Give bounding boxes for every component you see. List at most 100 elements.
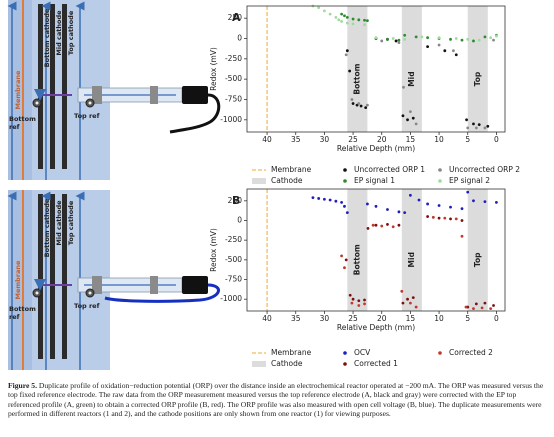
cathode-span xyxy=(401,6,422,132)
x-tick-label: 25 xyxy=(348,314,358,323)
data-point xyxy=(437,216,441,220)
legend-marker xyxy=(343,351,347,355)
cathode-label: Bottom xyxy=(352,244,361,275)
x-tick-label: 0 xyxy=(494,314,499,323)
data-point xyxy=(363,302,366,306)
data-point xyxy=(386,208,389,211)
data-point xyxy=(334,199,338,203)
data-point xyxy=(340,20,343,23)
data-point xyxy=(409,110,412,114)
cathode-label: Mid cathode xyxy=(55,10,63,56)
data-point xyxy=(414,305,418,309)
cathode-label: Top xyxy=(473,71,482,86)
legend-label: Cathode xyxy=(271,359,303,368)
ref-label: ref xyxy=(9,313,20,321)
data-point xyxy=(343,266,346,270)
data-point xyxy=(483,126,487,130)
x-tick-label: 20 xyxy=(377,314,387,323)
data-point xyxy=(397,38,401,42)
data-point xyxy=(334,15,338,19)
data-point xyxy=(454,37,458,40)
panel-letter: A xyxy=(232,11,241,24)
data-point xyxy=(343,14,346,18)
legend: Membrane Cathode Uncorrected ORP 1 EP signa… xyxy=(252,165,520,185)
legend-label: Cathode xyxy=(271,176,303,185)
ref-label: Top ref xyxy=(74,112,100,120)
data-point xyxy=(443,216,447,220)
y-tick-label: -1000 xyxy=(220,115,242,124)
cathode-label: Mid cathode xyxy=(55,200,63,246)
data-point xyxy=(465,118,468,122)
data-point xyxy=(345,21,349,25)
data-point xyxy=(409,301,412,305)
data-point xyxy=(357,18,361,22)
data-point xyxy=(474,126,478,130)
legend-label: Corrected 1 xyxy=(354,359,398,368)
data-point xyxy=(460,234,464,238)
data-point xyxy=(414,35,418,39)
data-point xyxy=(489,36,493,40)
y-axis-label: Redox (mV) xyxy=(209,47,218,91)
data-point xyxy=(371,223,375,227)
data-point xyxy=(366,226,370,230)
data-point xyxy=(394,39,398,43)
cathode-label: Bottom xyxy=(352,63,361,94)
data-point xyxy=(492,38,495,42)
data-point xyxy=(374,36,378,40)
caption-label: Figure 5. xyxy=(8,381,37,390)
data-point xyxy=(406,297,409,301)
data-point xyxy=(350,301,354,305)
plot-frame xyxy=(246,5,506,133)
y-tick-label: -250 xyxy=(225,54,242,63)
x-tick-label: 5 xyxy=(465,314,470,323)
data-point xyxy=(397,223,401,227)
data-point xyxy=(472,122,475,126)
legend-cathode xyxy=(252,361,266,367)
data-point xyxy=(363,23,366,27)
ref-label: Top ref xyxy=(74,302,100,310)
membrane-label: Membrane xyxy=(14,260,22,300)
data-point xyxy=(449,37,452,41)
data-point xyxy=(380,224,384,228)
legend-label: Membrane xyxy=(271,165,312,174)
plot-frame xyxy=(246,188,506,312)
x-tick-label: 0 xyxy=(494,135,499,144)
x-tick-label: 35 xyxy=(291,135,301,144)
y-tick-label: -750 xyxy=(225,94,242,103)
data-point xyxy=(403,33,407,37)
ref-label: Bottom xyxy=(9,305,36,313)
data-point xyxy=(452,49,455,53)
data-point xyxy=(366,19,369,23)
data-point xyxy=(351,17,355,21)
legend-label: EP signal 2 xyxy=(449,176,490,185)
ref-label: Bottom xyxy=(9,115,36,123)
cathode-span xyxy=(467,6,488,132)
data-point xyxy=(386,37,389,41)
data-point xyxy=(340,12,343,16)
data-point xyxy=(343,204,346,208)
data-point xyxy=(486,124,490,128)
data-point xyxy=(449,217,452,221)
y-tick-label: 250 xyxy=(228,13,243,22)
legend-label: Uncorrected ORP 1 xyxy=(354,165,425,174)
data-point xyxy=(391,225,395,229)
data-point xyxy=(409,193,412,197)
data-point xyxy=(401,114,405,118)
data-point xyxy=(400,289,404,293)
data-point xyxy=(426,202,429,206)
legend-marker xyxy=(343,168,347,172)
data-point xyxy=(344,53,348,57)
data-point xyxy=(344,258,348,262)
data-point xyxy=(417,198,421,202)
data-point xyxy=(328,12,332,16)
data-point xyxy=(480,306,484,310)
data-point xyxy=(340,254,343,258)
data-point xyxy=(363,18,366,22)
data-point xyxy=(483,200,487,203)
data-point xyxy=(357,102,361,105)
data-point xyxy=(483,35,487,39)
x-tick-label: 10 xyxy=(434,135,444,144)
x-tick-label: 35 xyxy=(291,314,301,323)
data-point xyxy=(323,197,326,201)
